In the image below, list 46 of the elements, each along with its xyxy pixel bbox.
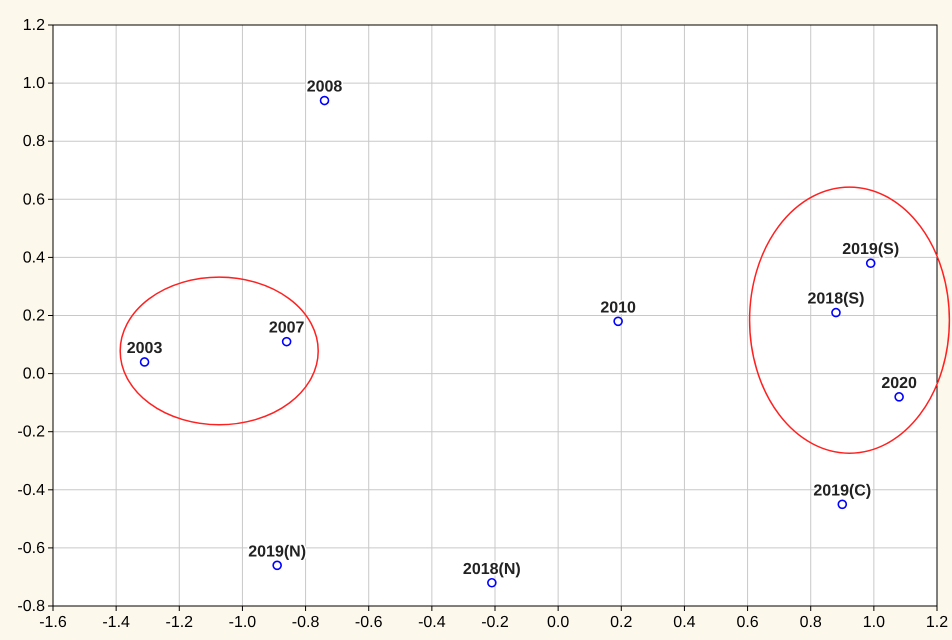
y-tick-label: -0.4 [17,482,46,499]
point [894,392,904,402]
y-tick-label: -0.6 [17,540,46,557]
y-tick-label: 0.6 [22,191,46,208]
series-label: 2019(N) [248,543,306,560]
y-tick-label: 0.0 [22,366,46,383]
series-label: 2003 [126,340,162,357]
y-tick-label: 0.8 [22,133,46,150]
y-tick-label: -0.8 [17,598,46,615]
x-tick-label: -0.2 [481,614,509,631]
x-tick-label: -0.6 [354,614,383,631]
point [613,316,623,326]
point [272,560,282,570]
x-tick-label: 1.0 [862,614,886,631]
x-tick-label: 0.2 [610,614,633,631]
x-tick-label: 1.2 [926,614,948,631]
series-label: 2007 [268,320,305,337]
point [140,357,150,367]
point [320,96,330,106]
x-tick-label: -1.4 [102,614,130,631]
y-tick-label: -0.2 [17,424,46,441]
x-tick-label: -1.2 [165,614,194,631]
y-tick-label: 1.2 [22,17,46,34]
series-label: 2019(C) [813,482,872,500]
x-tick-label: -1.6 [39,614,67,631]
y-tick-label: 0.4 [22,249,46,266]
x-tick-label: 0.6 [736,614,759,631]
point [831,308,841,318]
y-tick-label: 1.0 [22,75,46,92]
x-tick-label: -1.0 [228,614,256,631]
x-tick-label: -0.8 [292,614,320,631]
point [487,578,497,588]
series-label: 2020 [881,374,918,392]
x-tick-label: 0.8 [800,614,822,631]
series-label: 2018(N) [462,560,521,578]
y-tick-label: 0.2 [22,308,46,324]
series-label: 2008 [306,78,342,96]
series-label: 2018(S) [808,290,864,308]
x-tick-label: -0.4 [418,614,446,631]
point [866,258,876,268]
x-tick-label: 0.0 [547,614,570,631]
series-label: 2019(S) [842,241,900,258]
point [837,500,848,510]
x-tick-label: 0.4 [673,614,696,631]
point [282,336,292,346]
series-label: 2010 [600,299,636,316]
